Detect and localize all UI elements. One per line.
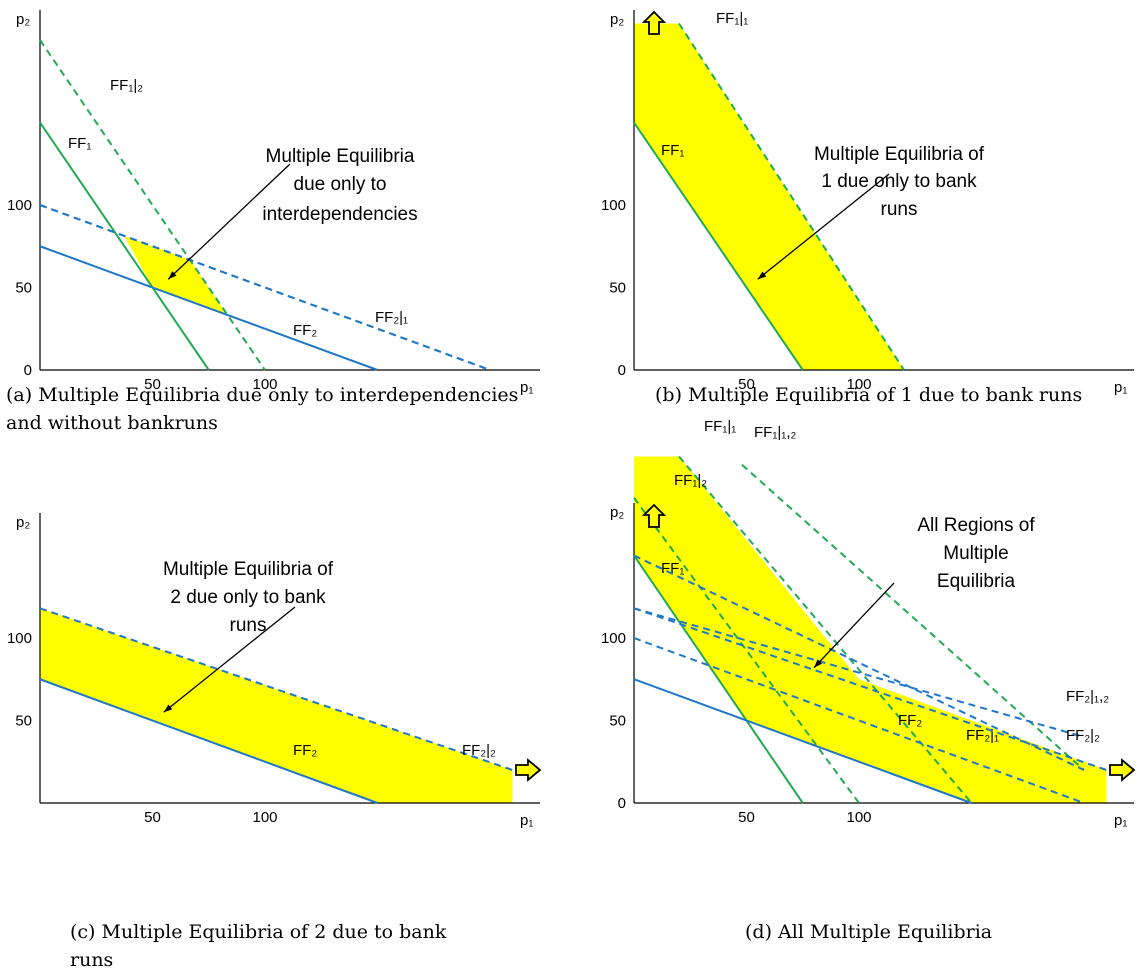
equilibrium-region: [634, 456, 1107, 803]
series-label: FF₂: [293, 322, 317, 339]
annotation-text: runs: [881, 199, 918, 220]
series-line: [633, 554, 804, 804]
series-label: FF₁: [661, 142, 684, 159]
y-axis-title: p₂: [610, 11, 624, 28]
annotation-text: Multiple Equilibria of: [163, 559, 334, 580]
panel-d: FF₁|₁ FF₁|₁,₂ FF₁|₂ FF₁ FF₂|₁,₂ FF₂|₁ FF₂|₂ FF₂…: [601, 418, 1136, 829]
series-label: FF₁|₁: [704, 418, 736, 435]
caption-a: (a) Multiple Equilibria due only to inte…: [6, 384, 519, 434]
series-label: FF₁: [68, 135, 91, 152]
y-axis-title: p₂: [610, 504, 624, 521]
y-tick-label: 50: [609, 713, 626, 730]
series-label: FF₂: [898, 712, 922, 729]
series-label: FF₂|₂: [462, 742, 496, 759]
x-tick-label: 100: [846, 376, 871, 393]
annotation-arrowhead: [814, 659, 823, 668]
y-tick-label: 50: [15, 280, 32, 297]
annotation-text: Multiple Equilibria: [266, 146, 415, 167]
y-tick-label: 50: [609, 280, 626, 297]
series-label: FF₂|₁,₂: [1066, 688, 1109, 705]
equilibrium-region: [634, 23, 904, 370]
x-axis-title: p₁: [520, 812, 533, 829]
x-tick-label: 50: [144, 376, 161, 393]
series-line: [741, 464, 1085, 771]
series-line: [39, 678, 378, 804]
series-label: FF₁|₁: [716, 10, 748, 27]
y-axis-title: p₂: [16, 514, 30, 531]
y-tick-label: 100: [7, 197, 32, 214]
panel-c: FF₂|₂ FF₂ 50 100 50 100 p₁ p₂ Multiple Equilibri…: [7, 513, 542, 829]
unbounded-right-arrow: [1109, 758, 1136, 782]
series-label: FF₁|₂: [110, 77, 143, 94]
x-tick-label: 50: [738, 376, 755, 393]
caption-c: (c) Multiple Equilibria of 2 due to bank…: [70, 921, 447, 971]
annotation-arrowhead: [757, 271, 767, 280]
annotation-text: 2 due only to bank: [170, 587, 326, 608]
annotation-text: interdependencies: [262, 204, 417, 225]
y-tick-label: 100: [601, 197, 626, 214]
y-tick-label: 100: [7, 630, 32, 647]
series-line: [678, 455, 973, 804]
caption-d: (d) All Multiple Equilibria: [745, 921, 993, 943]
annotation-arrow: [167, 163, 291, 280]
annotation-text: runs: [230, 615, 267, 636]
annotation-arrowhead: [168, 271, 177, 280]
series-line: [633, 607, 1085, 738]
annotation-arrow: [163, 606, 296, 713]
x-axis-title: p₁: [1114, 379, 1127, 396]
y-tick-label: 0: [24, 362, 32, 379]
series-label: FF₁|₂: [674, 472, 707, 489]
annotation-text: Multiple Equilibria of: [814, 144, 985, 165]
y-axis-title: p₂: [16, 11, 30, 28]
y-tick-label: 50: [15, 713, 32, 730]
x-tick-label: 50: [144, 809, 161, 826]
series-label: FF₁: [661, 560, 684, 577]
annotation-text: Multiple: [943, 543, 1008, 564]
unbounded-up-arrow: [641, 10, 667, 35]
series-line: [39, 204, 491, 371]
annotation-text: Equilibria: [937, 571, 1016, 592]
series-line: [633, 121, 804, 371]
annotation-text: due only to: [294, 174, 387, 195]
series-line: [39, 121, 210, 371]
equilibrium-region: [40, 608, 513, 803]
series-line: [633, 497, 860, 804]
panel-a: FF₁|₂ FF₁ FF₂|₁ FF₂ 50 100 0 50 100 p₁ p₂ Multiple …: [7, 10, 540, 396]
series-label: FF₁|₁,₂: [754, 424, 797, 441]
series-label: FF₂: [293, 742, 317, 759]
series-line: [678, 22, 905, 371]
x-tick-label: 50: [738, 809, 755, 826]
x-axis-title: p₁: [1114, 812, 1127, 829]
x-axis-title: p₁: [520, 379, 533, 396]
series-line: [39, 39, 266, 371]
annotation-text: All Regions of: [917, 515, 1035, 536]
y-tick-label: 0: [618, 362, 626, 379]
series-line: [633, 678, 972, 804]
series-label: FF₂|₁: [966, 727, 999, 744]
series-line: [39, 204, 491, 371]
x-tick-label: 100: [252, 376, 277, 393]
unbounded-right-arrow: [515, 758, 542, 782]
panel-b: FF₁|₁ FF₁ 50 100 0 50 100 p₁ p₂ Multiple Equilibr…: [601, 10, 1134, 396]
annotation-text: 1 due only to bank: [821, 171, 977, 192]
series-line: [39, 245, 378, 371]
y-tick-label: 100: [601, 630, 626, 647]
unbounded-up-arrow: [641, 503, 667, 528]
y-tick-label: 0: [618, 795, 626, 812]
annotation-arrow: [813, 582, 895, 669]
series-label: FF₂|₂: [1066, 727, 1100, 744]
annotation-arrow: [757, 173, 890, 280]
x-tick-label: 100: [846, 809, 871, 826]
series-line: [633, 637, 1085, 804]
series-label: FF₂|₁: [375, 309, 408, 326]
annotation-arrowhead: [163, 704, 173, 713]
x-tick-label: 100: [252, 809, 277, 826]
caption-b: (b) Multiple Equilibria of 1 due to bank…: [655, 384, 1083, 406]
